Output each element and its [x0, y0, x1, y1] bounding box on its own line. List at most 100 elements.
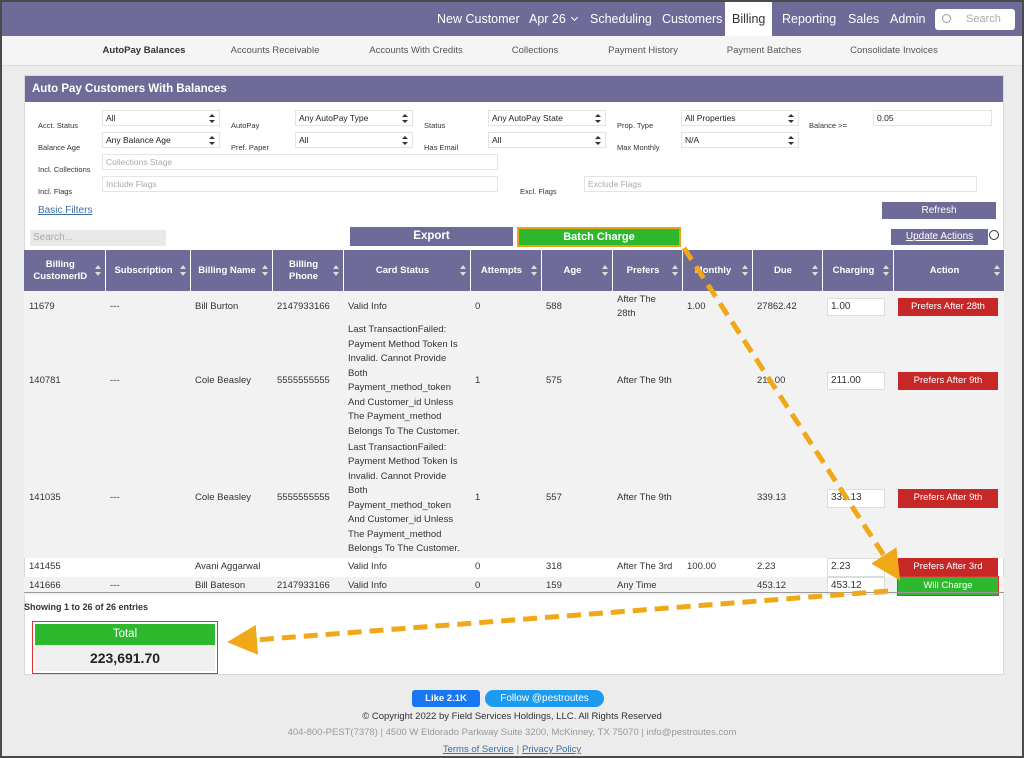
charging-input[interactable]: 1.00 [827, 297, 885, 317]
follow-button[interactable]: Follow @pestroutes [485, 690, 604, 707]
filter-label: Prop. Type [617, 121, 654, 130]
filter-label: Acct. Status [38, 121, 79, 130]
action-button[interactable]: Prefers After 9th [898, 371, 998, 391]
table-search[interactable]: Search... [30, 230, 166, 246]
nav-item[interactable]: Billing [725, 2, 773, 36]
column-header[interactable]: Prefers [612, 250, 683, 291]
column-header[interactable]: Billing Phone [272, 250, 344, 291]
sub-nav-item[interactable]: Consolidate Invoices [850, 45, 938, 56]
table-row: 11679 --- Bill Burton 2147933166 Valid Info 0… [24, 291, 1004, 323]
charging-input[interactable]: 339.13 [827, 489, 885, 508]
table-cell: 141455 [29, 561, 61, 572]
sub-nav-item[interactable]: Collections [511, 45, 559, 56]
table-cell: --- [105, 323, 190, 439]
action-button[interactable]: Will Charge [897, 575, 999, 596]
filter-input[interactable]: Exclude Flags [584, 176, 977, 192]
table-cell: 588 [541, 291, 612, 323]
action-button[interactable]: Prefers After 28th [898, 297, 998, 317]
table-cell [105, 558, 190, 577]
action-button[interactable]: Prefers After 3rd [898, 558, 998, 577]
action-button[interactable]: Prefers After 9th [898, 489, 998, 508]
table-cell: Prefers After 3rd [893, 558, 1004, 577]
batch-charge-button[interactable]: Batch Charge [517, 227, 681, 247]
column-header[interactable]: Attempts [470, 250, 542, 291]
filter-select[interactable]: N/A [681, 132, 799, 148]
filter-select[interactable]: All Properties [681, 110, 799, 126]
table-cell: Valid Info [348, 561, 387, 572]
nav-item[interactable]: Apr 26 [522, 2, 582, 36]
total-label: Total [35, 624, 215, 645]
table-cell: --- [105, 576, 190, 595]
column-header[interactable]: Action [893, 250, 1005, 291]
table-cell: Last TransactionFailed: Payment Method T… [343, 323, 470, 439]
sub-nav: AutoPay Balances Accounts Receivable Accou… [2, 36, 1022, 66]
filter-select[interactable]: All [488, 132, 606, 148]
table-row: 140781 --- Cole Beasley 5555555555 Last Tran… [24, 323, 1004, 439]
filter-label: Max Monthly [617, 143, 660, 152]
footer-link[interactable]: Privacy Policy [522, 744, 582, 755]
sub-nav-item[interactable]: AutoPay Balances [102, 45, 186, 56]
sub-nav-item[interactable]: Accounts Receivable [230, 45, 320, 56]
filter-input[interactable]: Include Flags [102, 176, 498, 192]
search-placeholder: Search [966, 13, 1001, 25]
column-header[interactable]: Age [541, 250, 613, 291]
table-body: 11679 --- Bill Burton 2147933166 Valid Info 0… [24, 291, 1004, 596]
table-row: 141455 Avani Aggarwal Valid Info 0 318 After … [24, 558, 1004, 577]
filter-label: Pref. Paper [231, 143, 269, 152]
table-cell: 2147933166 [272, 291, 343, 323]
filter-input[interactable]: 0.05 [873, 110, 992, 126]
search-box[interactable]: Search [935, 9, 1015, 30]
nav-item[interactable]: Admin [890, 12, 926, 26]
table-cell: After The 9th [612, 323, 682, 439]
update-actions-button[interactable]: Update Actions [891, 229, 988, 245]
filter-select[interactable]: Any AutoPay Type [295, 110, 413, 126]
nav-item[interactable]: Sales [848, 12, 880, 26]
column-header[interactable]: Monthly [682, 250, 753, 291]
basic-filters-link[interactable]: Basic Filters [38, 205, 93, 216]
nav-item[interactable]: Scheduling [590, 12, 652, 26]
nav-item[interactable]: New Customer [437, 12, 520, 26]
table-cell: 1 [470, 439, 541, 558]
table-cell: Prefers After 9th [893, 323, 1004, 439]
entries-info: Showing 1 to 26 of 26 entries [24, 602, 149, 612]
column-header[interactable]: Billing CustomerID [24, 250, 106, 291]
filter-label: AutoPay [231, 121, 260, 130]
footer-link[interactable]: Terms of Service [442, 744, 514, 755]
sub-nav-item[interactable]: Payment History [608, 45, 678, 56]
table-cell: Prefers After 9th [893, 439, 1004, 558]
table-cell: Cole Beasley [190, 439, 272, 558]
filter-label: Excl. Flags [520, 187, 557, 196]
filter-select[interactable]: All [102, 110, 220, 126]
table-cell: 2.23 [822, 558, 893, 577]
table-cell: 11679 [24, 291, 105, 323]
column-header[interactable]: Billing Name [190, 250, 273, 291]
nav-item[interactable]: Customers [662, 12, 723, 26]
filter-label: Status [424, 121, 446, 130]
filter-select[interactable]: Any AutoPay State [488, 110, 606, 126]
filter-input[interactable]: Collections Stage [102, 154, 498, 170]
footer-links: Terms of Service | Privacy Policy [2, 744, 1022, 755]
table-row: 141035 --- Cole Beasley 5555555555 Last Tran… [24, 439, 1004, 558]
table-head: Billing CustomerID Subscription Billing Na… [24, 250, 1005, 291]
table-cell: 2.23 [757, 561, 776, 572]
table-cell: 1.00 [822, 291, 893, 323]
charging-input[interactable]: 211.00 [827, 371, 885, 391]
search-icon [942, 14, 951, 23]
filter-select[interactable]: Any Balance Age [102, 132, 220, 148]
column-header[interactable]: Due [752, 250, 823, 291]
table-cell: Cole Beasley [190, 323, 272, 439]
refresh-button[interactable]: Refresh [882, 202, 996, 219]
charging-input[interactable]: 2.23 [827, 558, 885, 577]
table-cell: Bill Burton [190, 291, 272, 323]
nav-item[interactable]: Reporting [782, 12, 837, 26]
sub-nav-item[interactable]: Payment Batches [726, 45, 802, 56]
like-button[interactable]: Like 2.1K [412, 690, 480, 707]
filter-select[interactable]: All [295, 132, 413, 148]
column-header[interactable]: Subscription [105, 250, 191, 291]
sub-nav-item[interactable]: Accounts With Credits [369, 45, 463, 56]
column-header[interactable]: Card Status [343, 250, 471, 291]
table-cell: 5555555555 [272, 323, 343, 439]
table-cell: After The 3rd [617, 561, 673, 572]
export-button[interactable]: Export [350, 227, 513, 246]
column-header[interactable]: Charging [822, 250, 894, 291]
